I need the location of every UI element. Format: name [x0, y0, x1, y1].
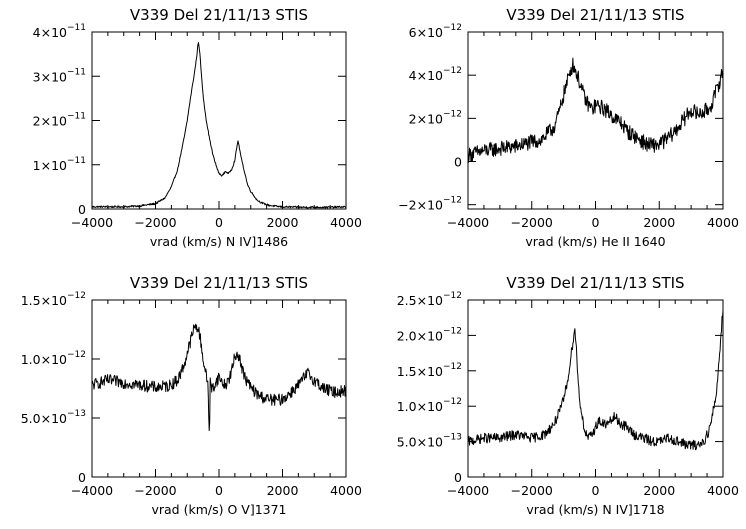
chart-title: V339 Del 21/11/13 STIS — [506, 274, 684, 292]
y-tick-label: 4×10−12 — [409, 66, 462, 83]
x-tick-label: −4000 — [447, 215, 489, 230]
plot-frame — [467, 299, 724, 478]
chart-title: V339 Del 21/11/13 STIS — [506, 6, 684, 24]
chart-panel-3: V339 Del 21/11/13 STIS −4000 −2000 0 2000 400… — [21, 274, 362, 517]
x-tick-label: −4000 — [71, 483, 113, 498]
x-tick-label: 2000 — [267, 483, 299, 498]
y-tick-label: 0 — [454, 470, 462, 485]
x-tick-label: 2000 — [643, 215, 675, 230]
y-tick-label: 1.0×10−12 — [397, 397, 462, 414]
spectrum-line — [467, 57, 724, 163]
spectrum-line — [91, 42, 347, 209]
chart-panel-4: V339 Del 21/11/13 STIS −4000 −2000 0 2000 400… — [397, 274, 739, 517]
y-tick-label: 5.0×10−13 — [21, 409, 86, 426]
x-tick-label: −2000 — [134, 483, 176, 498]
y-tick-label: 4×10−11 — [33, 23, 86, 40]
y-tick-label: 0 — [454, 155, 462, 170]
x-tick-label: 0 — [215, 483, 223, 498]
y-tick-label: 2.0×10−12 — [397, 326, 462, 343]
x-tick-label: −4000 — [71, 215, 113, 230]
y-tick-label: −2×10−12 — [398, 196, 462, 213]
y-tick-label: 2.5×10−12 — [397, 291, 462, 308]
x-tick-label: −2000 — [511, 483, 553, 498]
plot-frame — [91, 31, 347, 210]
chart-panel-2: V339 Del 21/11/13 STIS −4000 −2000 0 2000 400… — [398, 6, 739, 249]
x-tick-label: 4000 — [330, 215, 362, 230]
chart-panel-1: V339 Del 21/11/13 STIS −4000 −2000 0 2000 400… — [33, 6, 362, 249]
y-tick-label: 2×10−12 — [409, 109, 462, 126]
x-tick-label: 4000 — [330, 483, 362, 498]
x-tick-label: −2000 — [511, 215, 553, 230]
x-tick-label: 4000 — [707, 215, 739, 230]
y-tick-label: 1.5×10−12 — [21, 291, 86, 308]
plot-frame — [91, 299, 347, 478]
spectrum-line — [467, 310, 724, 451]
x-tick-label: 0 — [592, 483, 600, 498]
x-tick-label: 2000 — [643, 483, 675, 498]
y-tick-label: 2×10−11 — [33, 112, 86, 129]
x-axis-label: vrad (km/s) He II 1640 — [525, 234, 665, 249]
chart-title: V339 Del 21/11/13 STIS — [130, 6, 308, 24]
y-tick-label: 1.0×10−12 — [21, 350, 86, 367]
y-tick-label: 6×10−12 — [409, 23, 462, 40]
x-tick-label: −2000 — [134, 215, 176, 230]
spectrum-line — [91, 323, 347, 432]
x-tick-label: 4000 — [707, 483, 739, 498]
x-axis-label: vrad (km/s) N IV]1718 — [526, 502, 664, 517]
x-tick-label: −4000 — [447, 483, 489, 498]
y-tick-label: 1.5×10−12 — [397, 362, 462, 379]
x-axis-label: vrad (km/s) O V]1371 — [151, 502, 286, 517]
chart-title: V339 Del 21/11/13 STIS — [130, 274, 308, 292]
y-tick-label: 5.0×10−13 — [397, 433, 462, 450]
y-tick-label: 0 — [78, 470, 86, 485]
x-tick-label: 0 — [215, 215, 223, 230]
y-tick-label: 3×10−11 — [33, 67, 86, 84]
x-tick-label: 2000 — [267, 215, 299, 230]
x-axis-label: vrad (km/s) N IV]1486 — [150, 234, 288, 249]
x-tick-label: 0 — [592, 215, 600, 230]
y-tick-label: 0 — [78, 202, 86, 217]
y-tick-label: 1×10−11 — [33, 156, 86, 173]
